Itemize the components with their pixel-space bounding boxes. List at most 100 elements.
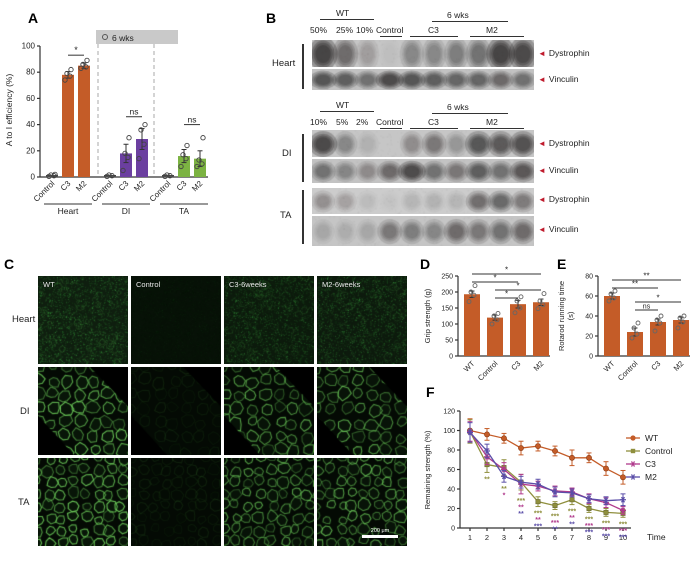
micrograph-heart-wt (38, 276, 128, 364)
band-name: Vinculin (548, 224, 579, 234)
svg-text:Remaining strength (%): Remaining strength (%) (423, 430, 432, 509)
svg-text:200: 200 (441, 290, 453, 297)
micro-column-label-m2-6weeks: M2-6weeks (322, 280, 361, 289)
a-group-label: Heart (58, 206, 79, 216)
band-label-vinculin: ◄ Vinculin (538, 224, 579, 234)
heart-dystrophin-blot (312, 40, 534, 67)
svg-text:80: 80 (585, 274, 593, 281)
svg-text:ns: ns (643, 304, 651, 311)
m2-underline (470, 128, 524, 129)
f-sig-mark: *** (534, 511, 542, 518)
f-legend-c3: C3 (645, 459, 656, 469)
svg-text:50: 50 (445, 338, 453, 345)
micro-column-label-control: Control (136, 280, 161, 289)
a-group-label: TA (179, 206, 190, 216)
f-sig-mark: ** (518, 511, 524, 518)
svg-text:*: * (656, 294, 659, 303)
band-label-dystrophin: ◄ Dystrophin (538, 138, 590, 148)
svg-text:9: 9 (604, 533, 608, 542)
svg-text:Control: Control (476, 359, 500, 383)
svg-text:10: 10 (619, 533, 627, 542)
svg-text:*: * (516, 282, 519, 291)
svg-text:100: 100 (22, 42, 36, 51)
f-sig-mark: ** (569, 522, 575, 529)
a-sig: ns (130, 107, 139, 117)
heart-bracket (302, 44, 304, 89)
svg-text:100: 100 (441, 322, 453, 329)
blot-c3-label: C3 (428, 25, 439, 35)
remaining-strength-chart: 0 20 40 60 80 100 120 Remaining strength (%) 1 2 3… (423, 409, 673, 543)
svg-text:Grip strength (g): Grip strength (g) (423, 288, 432, 343)
micrograph-heart-c3-6weeks (224, 276, 314, 364)
band-name: Dystrophin (548, 48, 590, 58)
f-sig-mark: * (503, 493, 506, 500)
svg-text:Control: Control (616, 359, 640, 383)
svg-text:Rotarod running time: Rotarod running time (557, 281, 566, 351)
micrograph-heart-control (131, 276, 221, 364)
f-legend-control: Control (645, 446, 673, 456)
micrograph-ta-control (131, 458, 221, 546)
micrograph-di-c3-6weeks (224, 367, 314, 455)
blot-m2-label: M2 (486, 25, 498, 35)
svg-text:M2: M2 (532, 359, 546, 373)
svg-text:7: 7 (570, 533, 574, 542)
svg-text:120: 120 (443, 409, 455, 416)
a-sig: ns (188, 115, 197, 125)
svg-text:20: 20 (447, 506, 455, 513)
svg-text:250: 250 (441, 274, 453, 281)
svg-text:150: 150 (441, 306, 453, 313)
svg-text:C3: C3 (509, 359, 522, 372)
legend-6wks: 6 wks (112, 33, 134, 43)
blot-tissue-di: DI (282, 148, 292, 159)
row-label-heart: Heart (12, 314, 36, 325)
scale-bar-label: 200 μm (370, 528, 390, 534)
micrograph-ta-c3-6weeks (224, 458, 314, 546)
panel-a-label: A (28, 10, 39, 26)
blot-dilution-2: 2% (356, 117, 369, 127)
f-sig-mark: *** (619, 534, 627, 541)
a-sig: * (74, 45, 78, 55)
band-arrowhead-icon: ◄ (538, 195, 546, 204)
svg-text:M2: M2 (672, 359, 686, 373)
di-bracket (302, 134, 304, 182)
svg-text:80: 80 (26, 68, 35, 77)
svg-text:1: 1 (468, 533, 472, 542)
micrograph-heart-m2-6weeks (317, 276, 407, 364)
svg-text:40: 40 (585, 314, 593, 321)
micrograph-ta-wt (38, 458, 128, 546)
blot-tissue-ta: TA (280, 210, 292, 221)
blot-wt-label: WT (336, 8, 350, 18)
c3-underline (410, 36, 458, 37)
f-sig-mark: *** (585, 529, 593, 536)
f-sig-mark: ** (552, 526, 558, 533)
band-label-dystrophin: ◄ Dystrophin (538, 194, 590, 204)
f-sig-mark: ** (569, 515, 575, 522)
svg-text:100: 100 (443, 428, 455, 435)
f-xlabel: Time (647, 532, 666, 542)
band-label-vinculin: ◄ Vinculin (538, 165, 579, 175)
micrograph-di-m2-6weeks (317, 367, 407, 455)
control-underline (380, 128, 402, 129)
panel-f-label: F (426, 384, 435, 400)
svg-text:**: ** (632, 280, 638, 289)
blot-wt-label: WT (336, 100, 350, 110)
blot-dilution-1: 5% (336, 117, 349, 127)
micro-column-label-c3-6weeks: C3-6weeks (229, 280, 267, 289)
f-sig-mark: *** (585, 516, 593, 523)
svg-text:60: 60 (447, 467, 455, 474)
6wks-line (432, 21, 508, 22)
western-blot-panel: WT 6 wks 50% 25% 10% Control C3 M2 WT 6 wks 10% 5% 2… (0, 0, 700, 260)
svg-text:40: 40 (26, 120, 35, 129)
band-name: Dystrophin (548, 194, 590, 204)
rotarod-chart: 0 20 40 60 80 Rotarod running time (s) WT Contro… (557, 272, 690, 383)
svg-text:0: 0 (31, 173, 36, 182)
blot-dilution-0: 50% (310, 25, 328, 35)
f-sig-mark: *** (619, 528, 627, 535)
blot-6wks-label: 6 wks (447, 10, 469, 20)
f-sig-mark: *** (602, 527, 610, 534)
blot-c3-label: C3 (428, 117, 439, 127)
svg-text:20: 20 (26, 146, 35, 155)
svg-text:0: 0 (451, 526, 455, 533)
control-underline (380, 36, 402, 37)
